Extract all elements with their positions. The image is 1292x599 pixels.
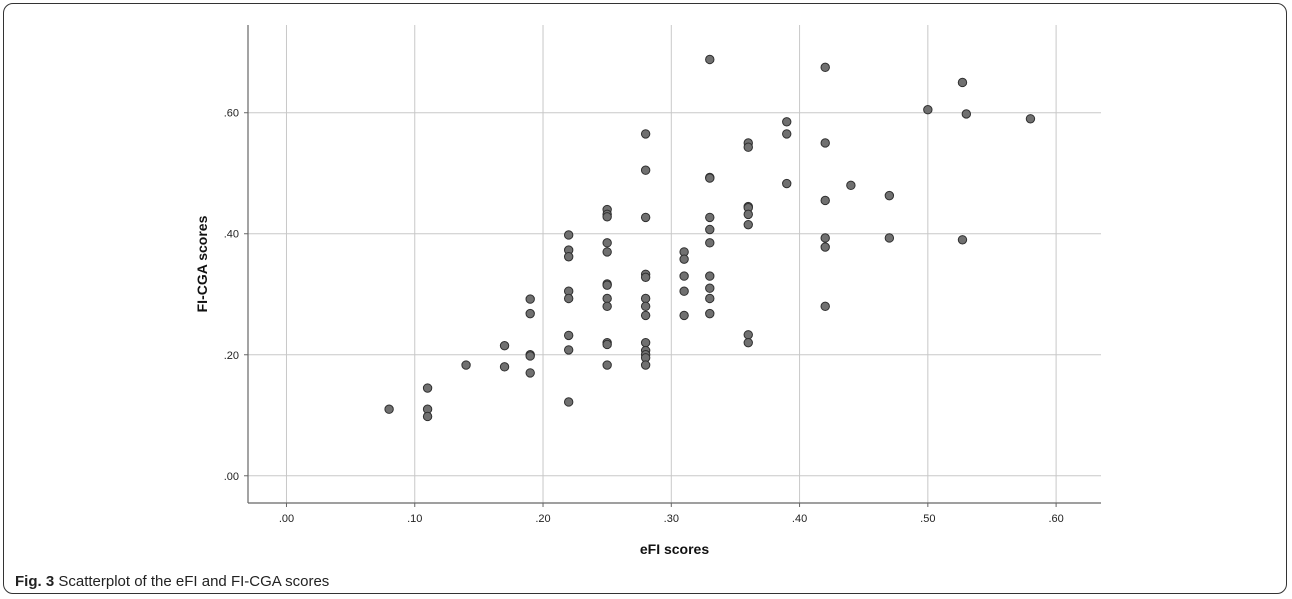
x-tick-label: .20: [535, 513, 550, 525]
x-axis-label: eFI scores: [640, 541, 709, 557]
y-axis-ticks: .00 .20 .40 .60: [224, 108, 248, 483]
x-tick-label: .60: [1048, 513, 1063, 525]
data-point: [563, 252, 574, 262]
data-point: [499, 340, 510, 351]
data-point: [602, 238, 612, 248]
x-tick-label: .40: [792, 513, 807, 525]
data-point: [525, 294, 535, 304]
data-point: [499, 362, 510, 372]
caption-text: Scatterplot of the eFI and FI-CGA scores: [58, 573, 330, 590]
x-tick-label: .10: [407, 513, 422, 525]
data-point: [640, 212, 651, 223]
data-point: [957, 235, 968, 245]
data-point: [640, 129, 651, 139]
data-point: [640, 272, 651, 283]
data-point: [563, 330, 574, 341]
data-point: [602, 301, 612, 312]
data-point: [743, 209, 753, 220]
data-point: [602, 280, 612, 290]
data-point: [525, 368, 535, 378]
data-point: [422, 383, 433, 393]
y-tick-label: .60: [224, 108, 239, 120]
data-point: [820, 233, 830, 243]
data-point: [640, 293, 651, 304]
data-point: [422, 411, 433, 422]
y-tick-label: .20: [224, 350, 239, 362]
y-tick-label: .40: [224, 229, 239, 241]
data-point: [602, 212, 612, 222]
data-point: [884, 190, 895, 201]
data-point: [846, 180, 856, 191]
y-axis-label: FI-CGA scores: [194, 215, 210, 312]
x-axis-ticks: .00 .10 .20 .30 .40 .50 .60: [279, 503, 1064, 525]
data-point: [782, 178, 792, 189]
data-point: [705, 283, 715, 293]
data-point: [563, 397, 574, 407]
data-point: [563, 230, 574, 240]
data-point: [705, 271, 715, 281]
data-point: [923, 105, 933, 115]
data-point: [705, 238, 715, 248]
x-tick-label: .50: [920, 513, 935, 525]
data-point: [743, 330, 753, 340]
data-point: [705, 212, 715, 223]
data-point: [705, 224, 715, 235]
data-point: [525, 308, 535, 319]
data-point: [961, 109, 972, 119]
data-point: [820, 62, 830, 73]
data-point: [820, 195, 830, 206]
data-point: [679, 254, 689, 264]
data-points: [384, 54, 1036, 422]
data-point: [705, 54, 715, 65]
data-point: [743, 142, 753, 152]
data-point: [602, 247, 612, 257]
data-point: [820, 301, 830, 312]
data-point: [782, 129, 792, 139]
data-point: [743, 337, 753, 348]
data-point: [705, 293, 715, 304]
data-point: [640, 360, 651, 370]
caption-label: Fig. 3: [15, 573, 55, 590]
data-point: [461, 360, 471, 370]
data-point: [743, 219, 753, 230]
data-point: [820, 138, 830, 148]
data-point: [782, 117, 792, 127]
data-point: [957, 77, 968, 88]
x-tick-label: .30: [664, 513, 679, 525]
figure-caption: Fig. 3 Scatterplot of the eFI and FI-CGA…: [15, 573, 329, 590]
data-point: [563, 345, 574, 355]
data-point: [820, 242, 830, 252]
data-point: [384, 404, 394, 414]
data-point: [705, 173, 715, 183]
data-point: [563, 293, 574, 304]
x-tick-label: .00: [279, 513, 294, 525]
data-point: [602, 293, 612, 304]
data-point: [602, 339, 612, 350]
data-point: [525, 351, 535, 361]
data-point: [602, 360, 612, 370]
data-point: [884, 233, 895, 243]
data-point: [640, 165, 651, 175]
data-point: [640, 310, 651, 321]
data-point: [640, 301, 651, 312]
axes: [247, 25, 1101, 504]
data-point: [679, 286, 689, 296]
data-point: [679, 310, 689, 321]
grid-lines: [248, 25, 1101, 503]
data-point: [679, 271, 689, 281]
data-point: [1025, 114, 1036, 124]
data-point: [640, 337, 651, 348]
y-tick-label: .00: [224, 471, 239, 483]
data-point: [705, 308, 715, 319]
